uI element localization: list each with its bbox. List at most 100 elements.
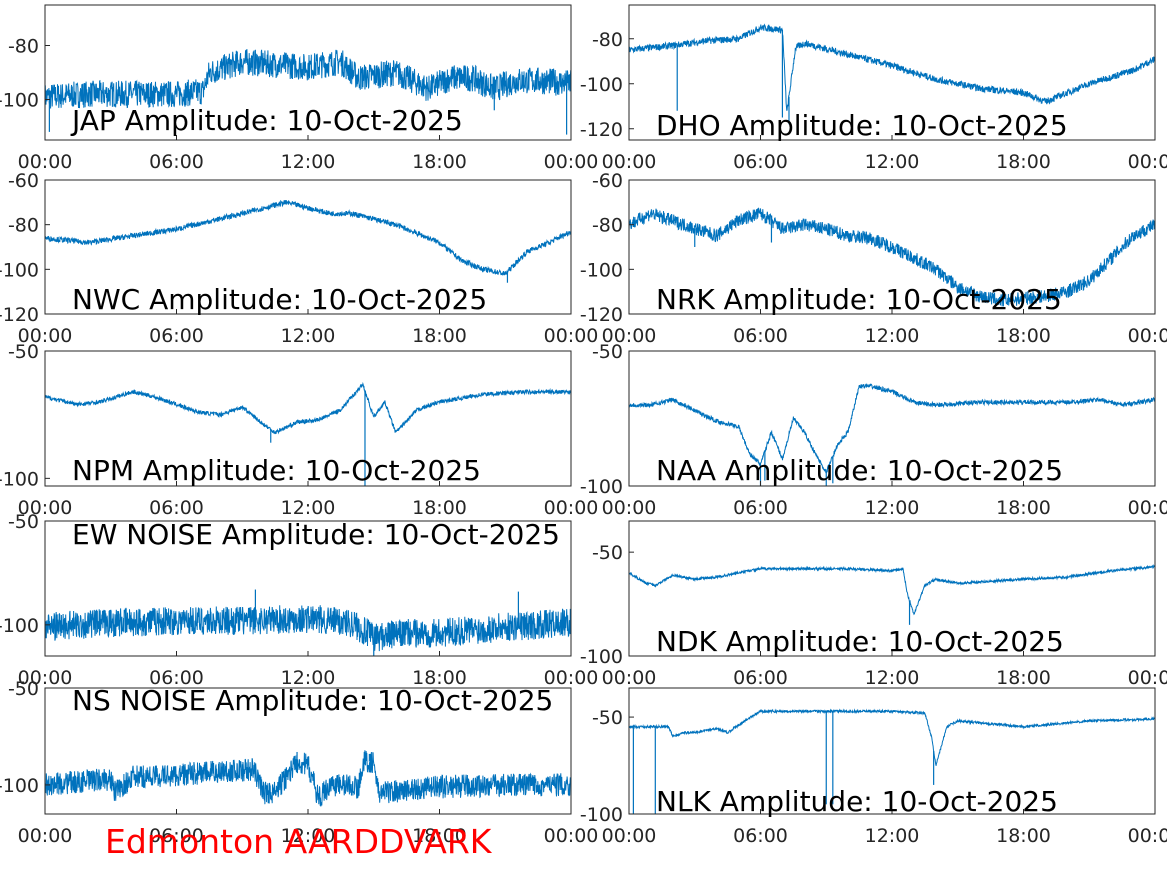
- panel-title: NAA Amplitude: 10-Oct-2025: [656, 454, 1063, 487]
- series-line: [45, 199, 571, 277]
- x-tick-label: 12:00: [281, 667, 336, 689]
- chart-panel: -50 -100 00:00 06:00 12:00 18:00 00:00 NPM Ampl…: [0, 341, 598, 519]
- x-tick-label: 18:00: [412, 325, 467, 347]
- y-tick-label: -100: [580, 646, 623, 668]
- x-tick-label: 12:00: [281, 151, 336, 173]
- x-tick-label: 00:00: [544, 497, 599, 519]
- x-tick-label: 18:00: [412, 497, 467, 519]
- x-tick-label: 00:00: [602, 667, 657, 689]
- panel-title: JAP Amplitude: 10-Oct-2025: [70, 104, 463, 137]
- y-tick-label: -100: [580, 74, 623, 96]
- x-tick-label: 12:00: [865, 497, 920, 519]
- x-tick-label: 06:00: [733, 325, 788, 347]
- x-tick-label: 18:00: [996, 325, 1051, 347]
- panel-title: DHO Amplitude: 10-Oct-2025: [656, 109, 1068, 142]
- series-line: [629, 382, 1155, 474]
- chart-panel: -80 -100 -120 00:00 06:00 12:00 18:00 00:00 DHO …: [580, 4, 1167, 173]
- x-tick-label: 00:00: [1128, 667, 1167, 689]
- y-tick-label: -60: [8, 170, 39, 192]
- y-tick-label: -100: [0, 90, 39, 112]
- x-tick-label: 12:00: [865, 825, 920, 847]
- x-tick-label: 06:00: [149, 151, 204, 173]
- x-tick-label: 18:00: [412, 825, 467, 847]
- y-tick-label: -120: [0, 304, 39, 326]
- x-tick-label: 18:00: [996, 151, 1051, 173]
- panel-title: EW NOISE Amplitude: 10-Oct-2025: [72, 518, 560, 551]
- y-tick-label: -80: [592, 29, 623, 51]
- x-tick-label: 06:00: [149, 825, 204, 847]
- x-tick-label: 06:00: [733, 667, 788, 689]
- y-tick-label: -60: [592, 170, 623, 192]
- x-tick-label: 12:00: [281, 825, 336, 847]
- y-tick-label: -50: [592, 707, 623, 729]
- x-tick-label: 00:00: [544, 151, 599, 173]
- y-tick-label: -80: [8, 215, 39, 237]
- chart-panel: -80 -100 00:00 06:00 12:00 18:00 00:00 JAP Ampl…: [0, 4, 599, 173]
- series-line: [45, 605, 571, 652]
- series-line: [629, 563, 1155, 616]
- panel-title: NRK Amplitude: 10-Oct-2025: [656, 283, 1062, 316]
- y-tick-label: -120: [580, 304, 623, 326]
- panel-title: NDK Amplitude: 10-Oct-2025: [656, 625, 1064, 658]
- chart-panel: -50 -100 00:00 06:00 12:00 18:00 00:00 NS NOISE…: [0, 678, 598, 847]
- panel-title: NLK Amplitude: 10-Oct-2025: [656, 785, 1058, 818]
- y-tick-label: -100: [0, 615, 39, 637]
- series-line: [45, 750, 571, 807]
- series-line: [629, 708, 1155, 766]
- series-line: [629, 207, 1155, 307]
- y-tick-label: -50: [592, 542, 623, 564]
- x-tick-label: 06:00: [733, 825, 788, 847]
- x-tick-label: 06:00: [733, 497, 788, 519]
- series-line: [45, 49, 571, 111]
- x-tick-label: 00:00: [1128, 151, 1167, 173]
- y-tick-label: -100: [580, 476, 623, 498]
- x-tick-label: 00:00: [602, 151, 657, 173]
- x-tick-label: 06:00: [733, 151, 788, 173]
- x-tick-label: 00:00: [544, 825, 599, 847]
- x-tick-label: 00:00: [1128, 325, 1167, 347]
- x-tick-label: 00:00: [18, 151, 73, 173]
- chart-panel: -60-80-100-12000:0006:0012:0018:0000:00N…: [580, 170, 1167, 347]
- x-tick-label: 18:00: [996, 497, 1051, 519]
- x-tick-label: 12:00: [865, 325, 920, 347]
- y-tick-label: -100: [580, 804, 623, 826]
- y-tick-label: -120: [580, 119, 623, 141]
- x-tick-label: 12:00: [865, 667, 920, 689]
- y-tick-label: -80: [8, 36, 39, 58]
- y-tick-label: -100: [580, 259, 623, 281]
- x-tick-label: 18:00: [996, 667, 1051, 689]
- footer-label: Edmonton AARDDVARK: [105, 822, 493, 861]
- y-tick-label: -100: [0, 775, 39, 797]
- x-tick-label: 00:00: [18, 497, 73, 519]
- x-tick-label: 18:00: [412, 151, 467, 173]
- x-tick-label: 00:00: [602, 497, 657, 519]
- x-tick-label: 06:00: [149, 325, 204, 347]
- x-tick-label: 00:00: [602, 325, 657, 347]
- x-tick-label: 00:00: [1128, 497, 1167, 519]
- y-tick-label: -50: [8, 511, 39, 533]
- panel-title: NPM Amplitude: 10-Oct-2025: [72, 454, 481, 487]
- x-tick-label: 12:00: [865, 151, 920, 173]
- x-tick-label: 00:00: [18, 325, 73, 347]
- x-tick-label: 18:00: [412, 667, 467, 689]
- y-tick-label: -50: [592, 341, 623, 363]
- x-tick-label: 00:00: [544, 667, 599, 689]
- y-tick-label: -100: [0, 259, 39, 281]
- x-tick-label: 12:00: [281, 325, 336, 347]
- x-tick-label: 00:00: [544, 325, 599, 347]
- panel-title: NWC Amplitude: 10-Oct-2025: [72, 283, 487, 316]
- x-tick-label: 00:00: [18, 825, 73, 847]
- x-tick-label: 12:00: [281, 497, 336, 519]
- y-tick-label: -50: [8, 678, 39, 700]
- x-tick-label: 00:00: [1128, 825, 1167, 847]
- x-tick-label: 00:00: [18, 667, 73, 689]
- x-tick-label: 00:00: [602, 825, 657, 847]
- y-tick-label: -80: [592, 215, 623, 237]
- panel-title: NS NOISE Amplitude: 10-Oct-2025: [72, 684, 553, 717]
- y-tick-label: -100: [0, 468, 39, 490]
